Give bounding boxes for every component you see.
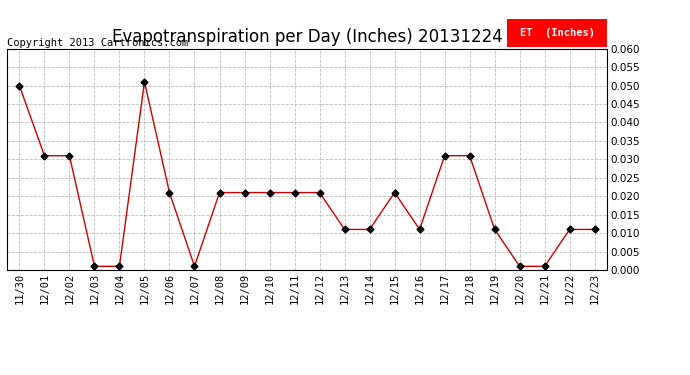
Text: Copyright 2013 Cartronics.com: Copyright 2013 Cartronics.com [7, 38, 188, 48]
Text: ET  (Inches): ET (Inches) [520, 28, 595, 38]
Title: Evapotranspiration per Day (Inches) 20131224: Evapotranspiration per Day (Inches) 2013… [112, 28, 502, 46]
